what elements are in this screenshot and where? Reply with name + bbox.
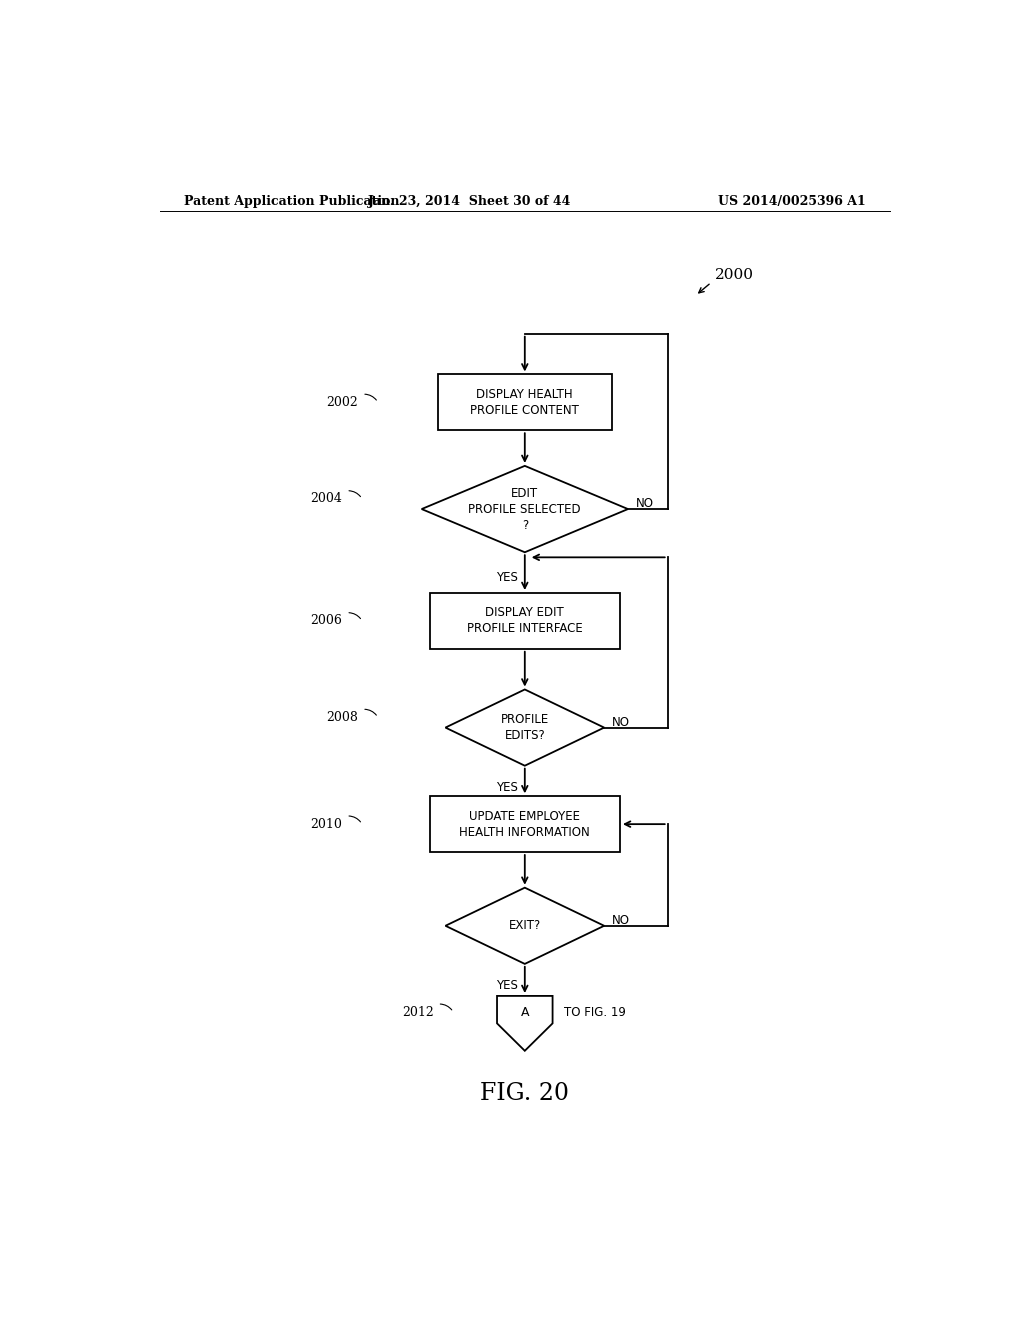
Text: NO: NO	[612, 715, 630, 729]
Polygon shape	[445, 689, 604, 766]
Bar	[430, 593, 621, 649]
Text: YES: YES	[497, 781, 518, 793]
Text: FIG. 20: FIG. 20	[480, 1082, 569, 1105]
Text: NO: NO	[636, 498, 654, 511]
Text: A: A	[520, 1006, 529, 1019]
Text: 2012: 2012	[401, 1006, 433, 1019]
Polygon shape	[445, 887, 604, 964]
Text: PROFILE
EDITS?: PROFILE EDITS?	[501, 713, 549, 742]
Text: 2010: 2010	[310, 817, 342, 830]
Text: 2006: 2006	[310, 614, 342, 627]
Text: 2004: 2004	[310, 492, 342, 506]
Text: YES: YES	[497, 979, 518, 993]
Text: Patent Application Publication: Patent Application Publication	[183, 194, 399, 207]
Text: NO: NO	[612, 915, 630, 927]
Text: EDIT
PROFILE SELECTED
?: EDIT PROFILE SELECTED ?	[469, 487, 581, 532]
Polygon shape	[422, 466, 628, 552]
Text: YES: YES	[497, 570, 518, 583]
Text: DISPLAY HEALTH
PROFILE CONTENT: DISPLAY HEALTH PROFILE CONTENT	[470, 388, 580, 417]
Bar	[430, 796, 621, 853]
Polygon shape	[497, 995, 553, 1051]
Text: Jan. 23, 2014  Sheet 30 of 44: Jan. 23, 2014 Sheet 30 of 44	[368, 194, 571, 207]
Text: EXIT?: EXIT?	[509, 919, 541, 932]
Text: TO FIG. 19: TO FIG. 19	[564, 1006, 627, 1019]
Bar	[437, 375, 612, 430]
Text: DISPLAY EDIT
PROFILE INTERFACE: DISPLAY EDIT PROFILE INTERFACE	[467, 606, 583, 635]
Text: US 2014/0025396 A1: US 2014/0025396 A1	[718, 194, 866, 207]
Text: 2000: 2000	[715, 268, 755, 282]
Text: 2002: 2002	[327, 396, 358, 409]
Text: 2008: 2008	[327, 711, 358, 723]
Text: UPDATE EMPLOYEE
HEALTH INFORMATION: UPDATE EMPLOYEE HEALTH INFORMATION	[460, 809, 590, 838]
